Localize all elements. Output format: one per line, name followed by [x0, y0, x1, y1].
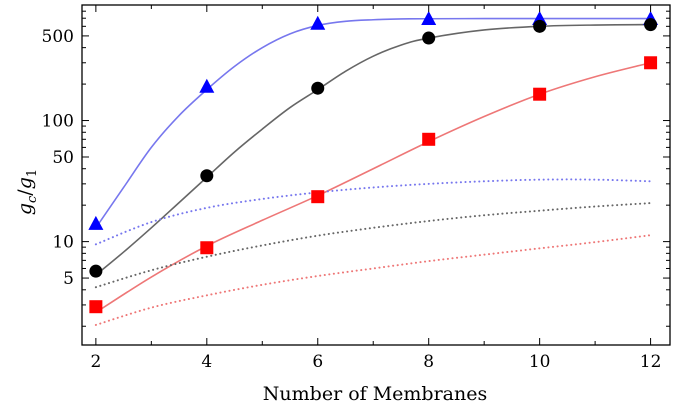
series-1-fit-curve	[95, 23, 651, 276]
series-2-square-marker	[311, 190, 325, 204]
series-0-triangle-marker	[310, 15, 326, 30]
y-axis-title-main-sub: c	[25, 195, 40, 203]
series-5-dotted-curve	[94, 234, 652, 326]
series-2-square-marker	[533, 87, 547, 101]
series-1-circle-marker	[533, 19, 547, 33]
y-tick-label: 50	[52, 148, 74, 168]
series-1-circle-marker	[200, 169, 214, 183]
x-tick-label: 8	[423, 352, 434, 372]
x-tick-label: 4	[201, 352, 212, 372]
series-2-square-marker	[422, 132, 436, 146]
series-curves	[94, 17, 652, 326]
series-3-dotted-curve	[94, 178, 652, 246]
series-1-circle-marker	[644, 18, 658, 32]
x-tick-label: 10	[529, 352, 551, 372]
ticks: 2 4 6 8 10 12 5 10 50 100 500	[42, 4, 670, 372]
y-tick-label: 10	[52, 233, 74, 253]
x-tick-label: 2	[90, 352, 101, 372]
y-axis-title-main: g	[14, 203, 36, 215]
y-tick-label: 100	[42, 112, 74, 132]
axis-titles: Number of Membranes gc/g1	[14, 169, 487, 405]
series-2-square-marker	[200, 241, 214, 255]
plot-frame	[81, 4, 671, 346]
series-0-fit-curve	[95, 17, 651, 229]
y-tick-label: 500	[42, 27, 74, 47]
axes	[81, 4, 671, 346]
y-axis-title: gc/g1	[14, 169, 40, 215]
series-2-fit-curve	[95, 61, 651, 314]
series-2-square-marker	[644, 56, 658, 70]
x-axis-title: Number of Membranes	[263, 383, 487, 405]
y-axis-title-den-sub: 1	[25, 169, 40, 177]
y-tick-label: 5	[63, 269, 74, 289]
x-tick-label: 12	[640, 352, 662, 372]
series-1-circle-marker	[422, 31, 436, 45]
series-0-triangle-marker	[88, 215, 104, 230]
y-axis-title-sep: /	[14, 189, 36, 196]
series-1-circle-marker	[311, 81, 325, 95]
series-1-circle-marker	[89, 264, 103, 278]
series-markers	[88, 10, 659, 314]
x-tick-label: 6	[312, 352, 323, 372]
series-0-triangle-marker	[421, 10, 437, 25]
series-2-square-marker	[89, 300, 103, 314]
y-axis-title-den: g	[14, 177, 36, 189]
series-0-triangle-marker	[199, 78, 215, 93]
